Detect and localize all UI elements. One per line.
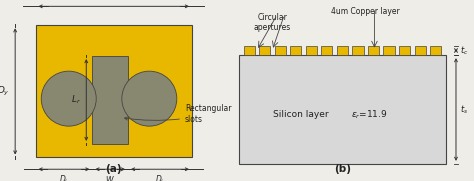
Bar	[239, 55, 446, 164]
Text: Circular
apertures: Circular apertures	[254, 13, 291, 32]
Text: $D_i$: $D_i$	[155, 174, 164, 181]
Bar	[399, 46, 410, 55]
Text: $D_y$: $D_y$	[0, 85, 9, 98]
Text: Rectangular
slots: Rectangular slots	[125, 104, 231, 124]
Text: $W$: $W$	[105, 174, 115, 181]
Bar	[306, 46, 317, 55]
Bar	[321, 46, 332, 55]
Text: 4um Copper layer: 4um Copper layer	[330, 7, 400, 16]
Bar	[353, 46, 364, 55]
Text: $\varepsilon_r$=11.9: $\varepsilon_r$=11.9	[351, 109, 387, 121]
Text: $t_s$: $t_s$	[460, 103, 468, 116]
Text: Silicon layer: Silicon layer	[273, 110, 328, 119]
Ellipse shape	[41, 71, 96, 126]
Bar	[430, 46, 441, 55]
Bar	[368, 46, 379, 55]
Text: $D_x$: $D_x$	[108, 0, 120, 3]
Text: $L_r$: $L_r$	[71, 94, 81, 106]
Text: $D_i$: $D_i$	[59, 174, 69, 181]
Bar	[259, 46, 270, 55]
Bar	[92, 56, 128, 144]
Ellipse shape	[122, 71, 177, 126]
Bar	[337, 46, 348, 55]
Text: (b): (b)	[334, 164, 351, 174]
Bar	[244, 46, 255, 55]
Text: (a): (a)	[105, 164, 122, 174]
Bar	[415, 46, 426, 55]
Bar	[383, 46, 394, 55]
Bar	[275, 46, 286, 55]
Bar	[291, 46, 301, 55]
Text: $t_c$: $t_c$	[460, 44, 468, 57]
Bar	[36, 25, 192, 157]
